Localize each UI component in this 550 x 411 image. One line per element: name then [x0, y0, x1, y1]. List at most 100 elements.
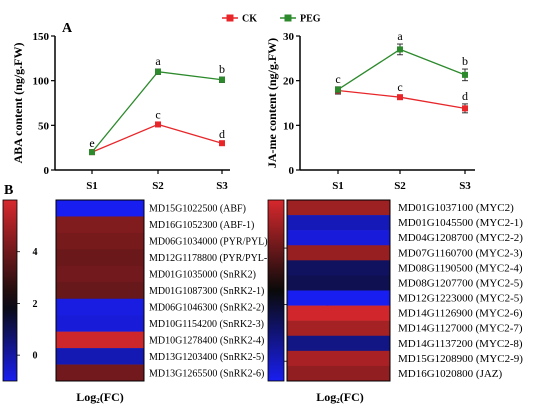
- legend-marker: [226, 14, 234, 22]
- x-tick-label: S2: [152, 180, 164, 192]
- x-tick-label: S1: [332, 180, 344, 192]
- row-label: MD14G1137200 (MYC2-8): [398, 338, 523, 350]
- heatmap-border: [55, 199, 145, 382]
- row-label: MD10G1154200 (SnRK2-3): [149, 319, 264, 330]
- row-label: MD06G1046300 (SnRK2-2): [149, 302, 264, 313]
- legend-label: CK: [242, 14, 257, 25]
- x-tick-label: S1: [86, 180, 98, 192]
- heatmap-cell: [287, 215, 390, 231]
- data-point: [89, 149, 95, 156]
- heatmap-cell: [56, 216, 144, 234]
- heatmap-cell: [56, 348, 144, 365]
- heatmap-cell: [56, 298, 144, 316]
- y-tick-label: 150: [33, 31, 50, 43]
- series-ck: cd: [335, 80, 468, 114]
- y-tick-label: 30: [283, 31, 295, 43]
- colorbar: [2, 199, 18, 382]
- significance-letter: b: [219, 62, 225, 76]
- heatmap-cell: [56, 282, 144, 300]
- heatmap-2: 0-2-4MD01G1037100 (MYC2)MD01G1045500 (MY…: [267, 199, 523, 405]
- heatmap-cell: [56, 232, 144, 250]
- heatmap-cell: [287, 290, 390, 306]
- row-label: MD08G1190500 (MYC2-4): [398, 262, 523, 274]
- heatmap-cell: [56, 331, 144, 349]
- heatmap-cell: [287, 260, 390, 276]
- heatmap-cell: [287, 335, 390, 352]
- row-label: MD14G1127000 (MYC2-7): [398, 323, 523, 335]
- heatmap-cell: [56, 200, 144, 217]
- x-tick-label: S3: [459, 180, 471, 192]
- heatmap-border: [286, 199, 391, 382]
- significance-letter: c: [397, 80, 402, 94]
- data-point: [397, 46, 403, 53]
- significance-letter: a: [397, 29, 403, 43]
- row-label: MD14G1126900 (MYC2-6): [398, 308, 523, 320]
- series-peg: c a b: [335, 29, 468, 93]
- panel-letter-b: B: [4, 183, 13, 198]
- y-tick-label: 0: [289, 165, 295, 177]
- data-point: [219, 140, 225, 147]
- y-tick-label: 100: [33, 76, 50, 88]
- row-label: MD04G1208700 (MYC2-2): [398, 232, 523, 244]
- y-tick-label: 20: [283, 76, 295, 88]
- heatmap-cell: [287, 365, 390, 382]
- row-label: MD12G1223000 (MYC2-5): [398, 293, 523, 305]
- heatmap-cell: [56, 249, 144, 267]
- panel-letter-a: A: [62, 21, 73, 36]
- row-label: MD16G1052300 (ABF-1): [149, 220, 254, 231]
- x-tick-label: S2: [394, 180, 406, 192]
- x-tick-label: S3: [216, 180, 228, 192]
- heatmap-cell: [287, 200, 390, 216]
- data-point: [335, 86, 341, 93]
- legend-label: PEG: [300, 14, 321, 25]
- significance-letter: b: [462, 54, 468, 68]
- row-label: MD16G1020800 (JAZ): [398, 368, 503, 380]
- data-point: [155, 68, 161, 75]
- significance-letter: c: [335, 72, 340, 86]
- significance-letter: c: [155, 108, 160, 122]
- y-tick-label: 50: [38, 120, 50, 132]
- row-label: MD01G1045500 (MYC2-1): [398, 217, 523, 229]
- data-point: [462, 105, 468, 112]
- row-label: MD15G1022500 (ABF): [149, 204, 246, 215]
- row-label: MD07G1160700 (MYC2-3): [398, 247, 523, 259]
- y-axis-title: JA-me content (ng/g.FW): [265, 38, 279, 168]
- significance-letter: e: [89, 136, 94, 150]
- heatmap-cell: [287, 305, 390, 321]
- heatmap-1: 0 2 4 MD15G1022500 (ABF) MD16G1052300 (ABF-1…: [2, 199, 276, 405]
- y-tick-label: 0: [44, 165, 50, 177]
- y-axis-title: ABA content (ng/g.FW): [11, 43, 25, 164]
- heatmap-xlabel: Log2(FC): [76, 390, 124, 405]
- data-point: [462, 71, 468, 78]
- data-point: [397, 94, 403, 101]
- heatmap-cell: [287, 230, 390, 246]
- legend-entry-ck: CK: [222, 14, 257, 25]
- row-label: MD01G1035000 (SnRK2): [149, 270, 256, 281]
- series-peg: ab: [89, 54, 225, 156]
- row-label: MD13G1203400 (SnRK2-5): [149, 352, 264, 363]
- heatmap-cell: [56, 364, 144, 382]
- significance-letter: d: [462, 89, 468, 103]
- significance-letter: a: [155, 54, 161, 68]
- row-label: MD13G1265500 (SnRK2-6): [149, 368, 264, 379]
- heatmap-cell: [287, 275, 390, 291]
- heatmap-cell: [56, 265, 144, 283]
- colorbar-tick-label: 0: [33, 351, 38, 362]
- colorbar-tick-label: 4: [33, 247, 38, 258]
- row-label: MD10G1278400 (SnRK2-4): [149, 335, 264, 346]
- y-tick-label: 10: [283, 120, 295, 132]
- row-label: MD01G1037100 (MYC2): [398, 202, 514, 214]
- heatmap-cell: [287, 350, 390, 367]
- heatmap-cell: [287, 320, 390, 337]
- colorbar-tick-label: 2: [33, 299, 38, 310]
- row-label: MD12G1178800 (PYR/PYL-1): [149, 253, 276, 264]
- heatmap-cell: [56, 315, 144, 332]
- colorbar: [267, 199, 285, 382]
- row-label: MD08G1207700 (MYC2-5): [398, 277, 523, 289]
- legend-entry-peg: PEG: [280, 14, 321, 25]
- data-point: [219, 76, 225, 83]
